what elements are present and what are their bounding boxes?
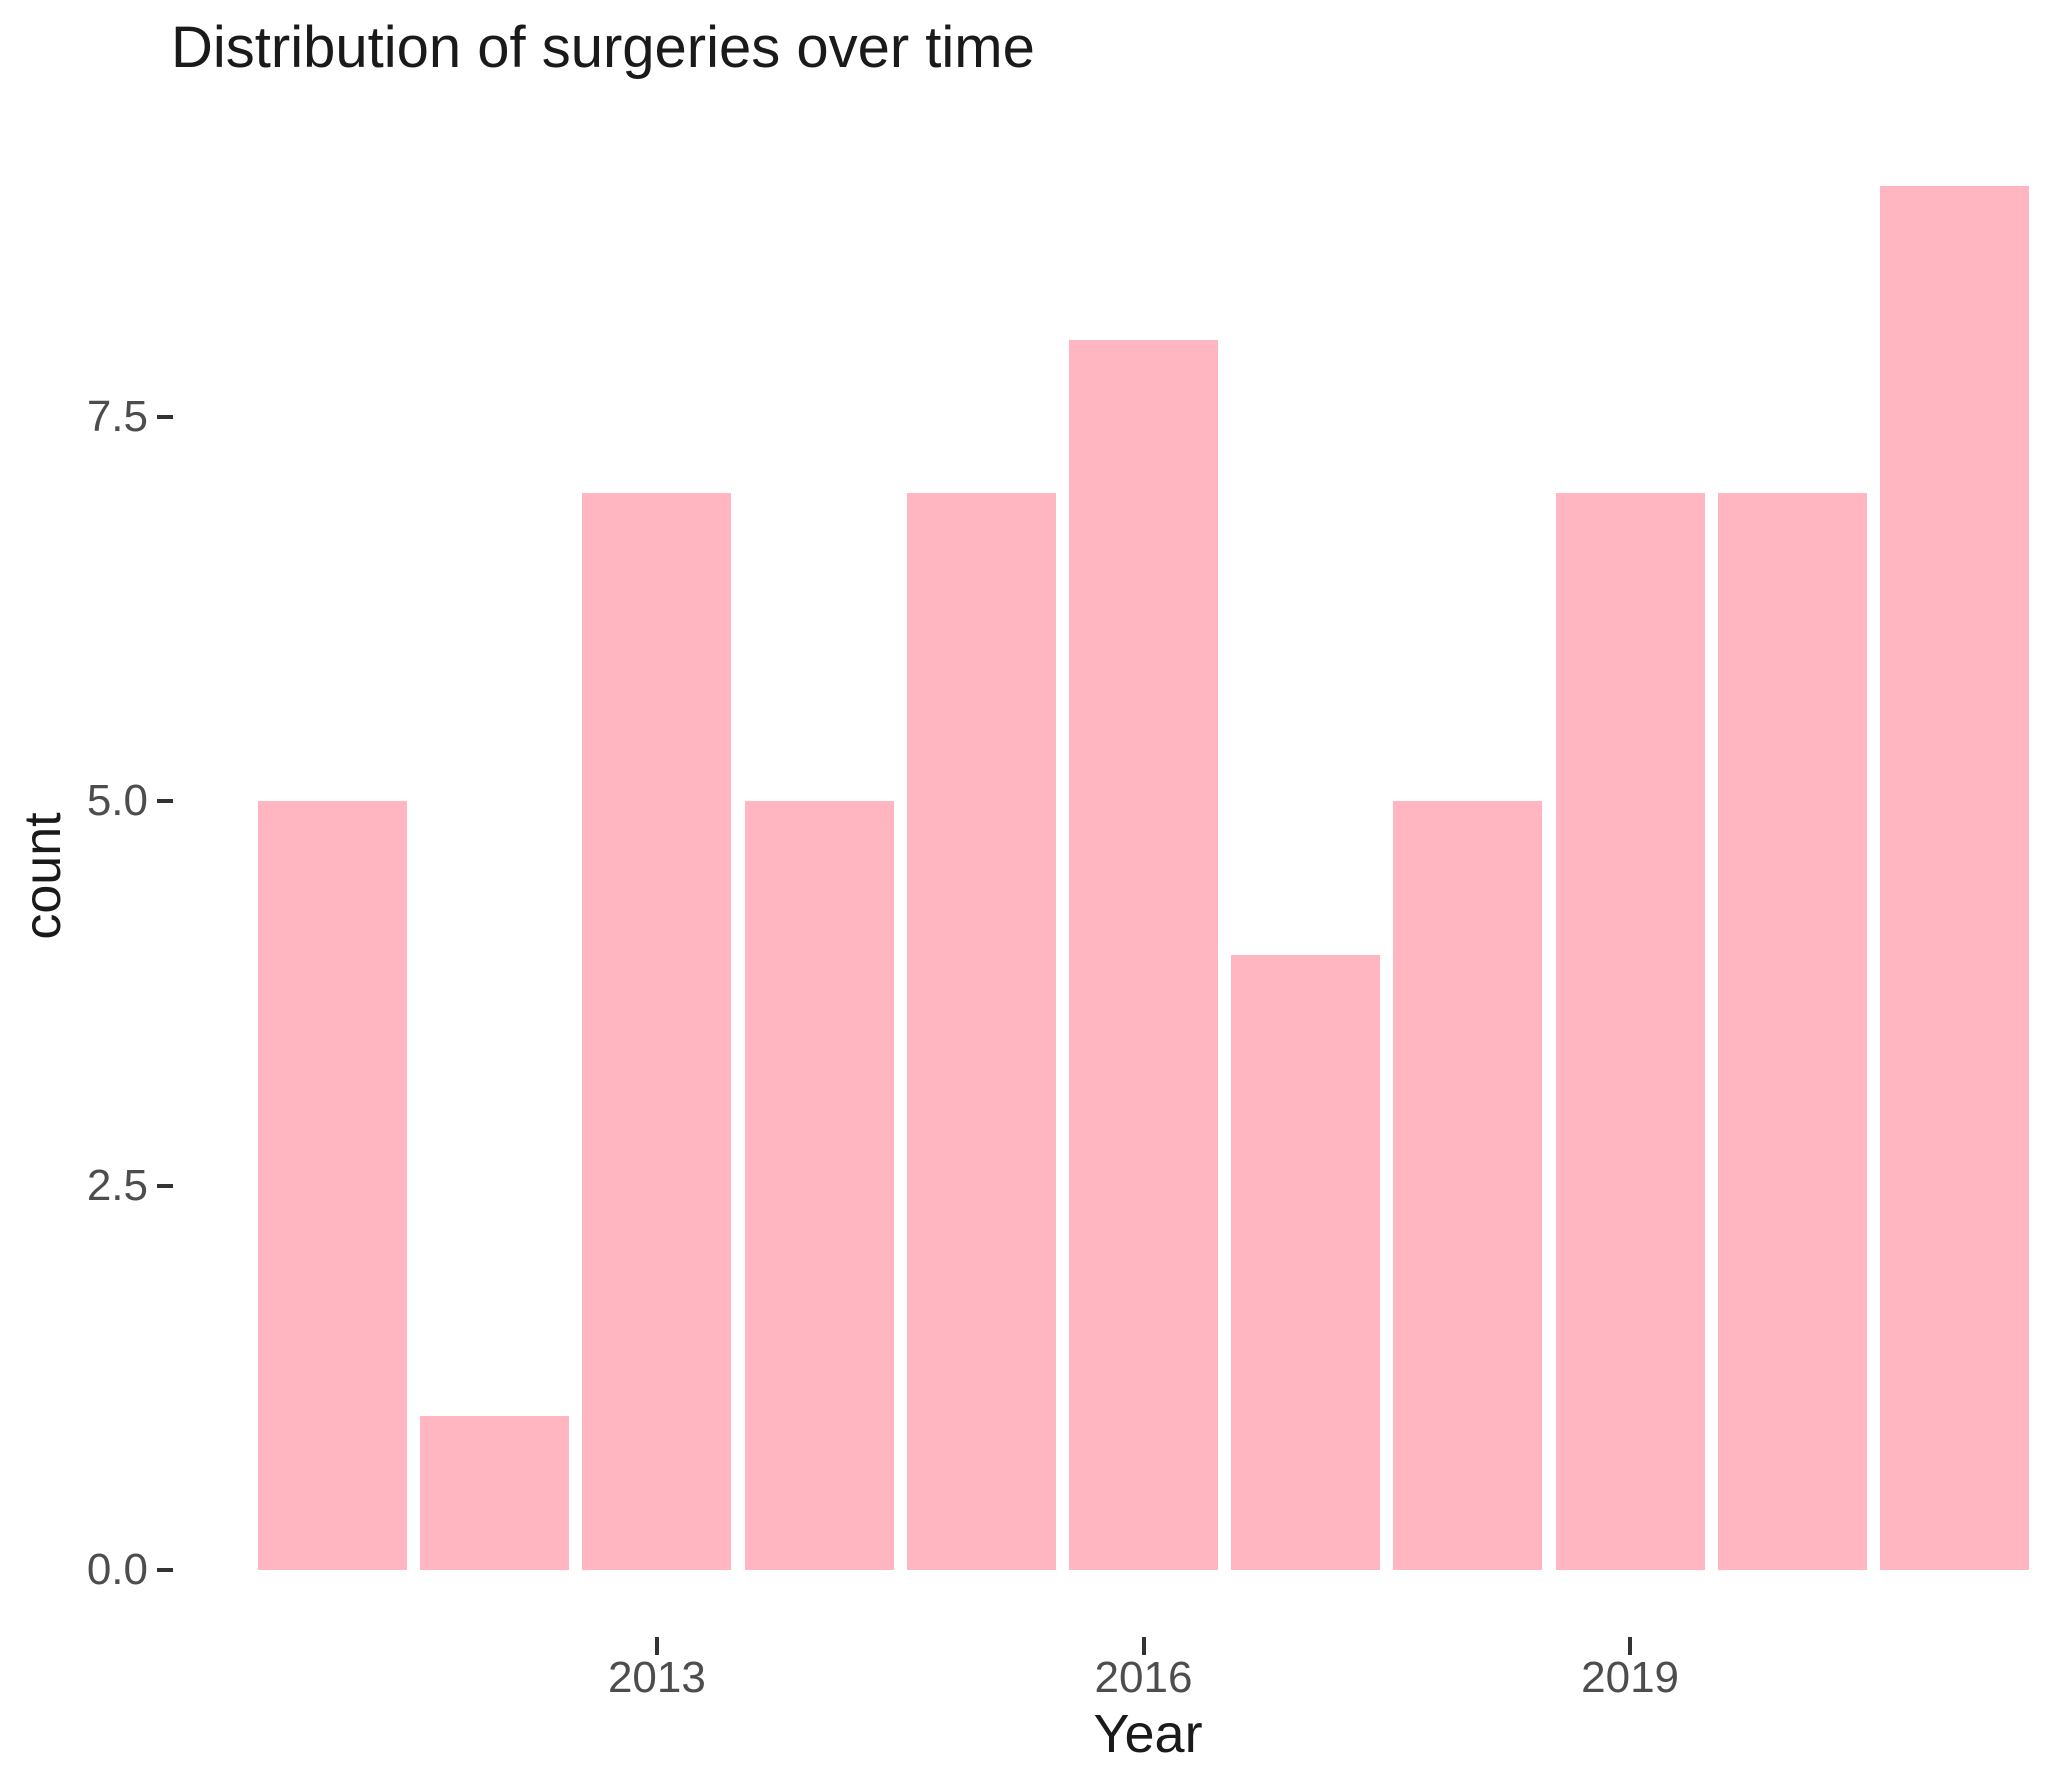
bar-2016 xyxy=(1069,339,1218,1570)
y-tick-mark-5.0 xyxy=(157,799,173,803)
y-axis-title: count xyxy=(14,812,72,940)
bar-2011 xyxy=(258,801,407,1570)
x-tick-label-2016: 2016 xyxy=(1094,1653,1193,1702)
bar-2013 xyxy=(582,493,732,1570)
bar-2019 xyxy=(1555,493,1705,1570)
x-tick-label-2019: 2019 xyxy=(1581,1653,1680,1702)
y-tick-label-5.0: 5.0 xyxy=(86,776,148,825)
bar-2018 xyxy=(1393,801,1543,1570)
y-tick-mark-2.5 xyxy=(157,1183,173,1188)
y-tick-mark-0.0 xyxy=(157,1568,173,1572)
x-tick-label-2013: 2013 xyxy=(607,1653,706,1702)
x-tick-mark-2019 xyxy=(1628,1637,1633,1655)
bar-2020 xyxy=(1717,493,1867,1570)
y-tick-label-0.0: 0.0 xyxy=(86,1545,148,1594)
bar-2015 xyxy=(906,493,1056,1570)
bar-2021 xyxy=(1880,185,2029,1570)
y-tick-label-2.5: 2.5 xyxy=(86,1160,148,1210)
bar-2012 xyxy=(420,1416,570,1570)
chart-title: Distribution of surgeries over time xyxy=(171,15,1035,80)
y-tick-mark-7.5 xyxy=(157,414,173,419)
x-axis-title: Year xyxy=(1093,1704,1203,1764)
y-tick-label-7.5: 7.5 xyxy=(86,391,148,441)
bar-2017 xyxy=(1231,954,1381,1570)
bar-2014 xyxy=(744,801,894,1570)
x-tick-mark-2016 xyxy=(1141,1637,1146,1655)
x-tick-mark-2013 xyxy=(654,1637,659,1655)
